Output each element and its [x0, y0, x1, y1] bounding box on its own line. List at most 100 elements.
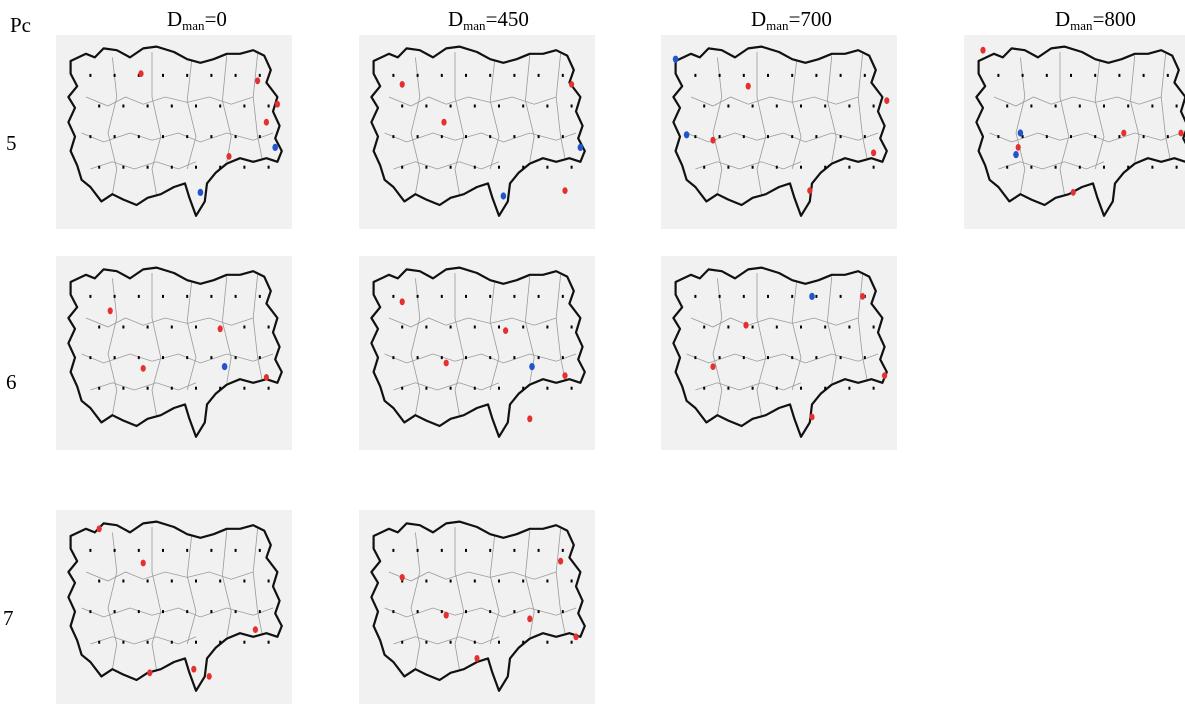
city-dot	[98, 640, 101, 644]
facility-marker-red	[1121, 129, 1127, 137]
country-outline	[67, 266, 283, 438]
city-dot	[243, 325, 246, 329]
city-dot	[186, 548, 189, 552]
city-dot	[824, 165, 827, 169]
district-border	[410, 278, 421, 416]
city-dot	[1045, 73, 1048, 77]
facility-marker-blue	[500, 192, 507, 200]
city-dot	[537, 610, 540, 614]
country-outline	[370, 45, 586, 217]
city-dot	[863, 135, 866, 139]
facility-marker-red	[710, 136, 716, 144]
city-dot	[863, 73, 866, 77]
facility-marker-red	[191, 665, 197, 673]
city-dot	[863, 356, 866, 360]
city-dot	[546, 579, 549, 583]
city-dot	[522, 386, 525, 390]
city-dot	[449, 640, 452, 644]
city-dot	[498, 325, 500, 329]
city-dot	[210, 294, 213, 298]
city-dot	[513, 548, 516, 552]
facility-marker-red	[252, 626, 258, 633]
city-dot	[498, 640, 500, 644]
district-border	[489, 281, 500, 391]
city-dot	[718, 135, 721, 139]
city-dot	[170, 579, 173, 583]
city-dot	[513, 356, 516, 360]
district-border	[410, 57, 421, 195]
city-dot	[848, 165, 851, 169]
city-dot	[146, 640, 149, 644]
facility-marker-red	[809, 413, 815, 421]
facility-marker-red	[527, 415, 533, 423]
city-dot	[703, 325, 706, 329]
city-dot	[775, 325, 778, 329]
country-map	[370, 520, 586, 692]
facility-marker-red	[441, 118, 447, 126]
city-dot	[727, 165, 730, 169]
district-border	[384, 607, 577, 618]
city-dot	[401, 386, 404, 390]
district-border	[388, 96, 557, 107]
city-dot	[546, 104, 549, 108]
city-dot	[401, 104, 404, 108]
facility-marker-red	[558, 557, 564, 565]
city-dot	[195, 640, 197, 644]
facility-marker-red	[255, 77, 261, 85]
city-dot	[872, 165, 875, 169]
district-border	[107, 57, 118, 195]
city-dot	[113, 610, 116, 614]
city-dot	[742, 73, 745, 77]
city-dot	[1030, 104, 1033, 108]
city-dot	[89, 135, 92, 139]
city-dot	[122, 579, 125, 583]
map-panel	[56, 510, 292, 704]
facility-marker-red	[743, 321, 749, 329]
district-border	[686, 353, 879, 364]
country-map	[67, 520, 283, 692]
city-dot	[401, 325, 404, 329]
city-dot	[546, 165, 549, 169]
map-panel	[359, 35, 595, 229]
city-dot	[1094, 73, 1097, 77]
district-border	[151, 273, 162, 416]
city-dot	[489, 610, 492, 614]
city-dot	[267, 325, 270, 329]
city-dot	[537, 294, 540, 298]
district-border	[791, 60, 802, 170]
city-dot	[162, 610, 164, 614]
facility-marker-red	[871, 149, 877, 157]
facility-marker-red	[503, 327, 509, 334]
city-dot	[195, 104, 197, 108]
city-dot	[234, 356, 237, 360]
city-dot	[113, 135, 116, 139]
city-dot	[561, 610, 564, 614]
city-dot	[449, 325, 452, 329]
city-dot	[425, 104, 428, 108]
city-dot	[113, 356, 116, 360]
city-dot	[98, 325, 101, 329]
district-border	[1059, 52, 1070, 195]
city-dot	[815, 73, 818, 77]
facility-marker-red	[884, 97, 890, 104]
city-dot	[570, 104, 573, 108]
city-dot	[1078, 104, 1081, 108]
district-border	[388, 571, 557, 582]
city-dot	[449, 579, 452, 583]
city-dot	[727, 104, 730, 108]
district-border	[826, 55, 837, 162]
district-border	[393, 382, 500, 391]
city-dot	[751, 165, 754, 169]
district-border	[555, 53, 566, 159]
city-dot	[210, 356, 213, 360]
city-dot	[513, 610, 516, 614]
city-dot	[267, 640, 270, 644]
city-dot	[425, 325, 428, 329]
city-dot	[89, 73, 92, 77]
district-border	[1160, 53, 1171, 159]
city-dot	[872, 325, 875, 329]
facility-marker-red	[1070, 189, 1076, 196]
city-dot	[537, 135, 540, 139]
city-dot	[137, 356, 140, 360]
district-border	[81, 132, 274, 143]
